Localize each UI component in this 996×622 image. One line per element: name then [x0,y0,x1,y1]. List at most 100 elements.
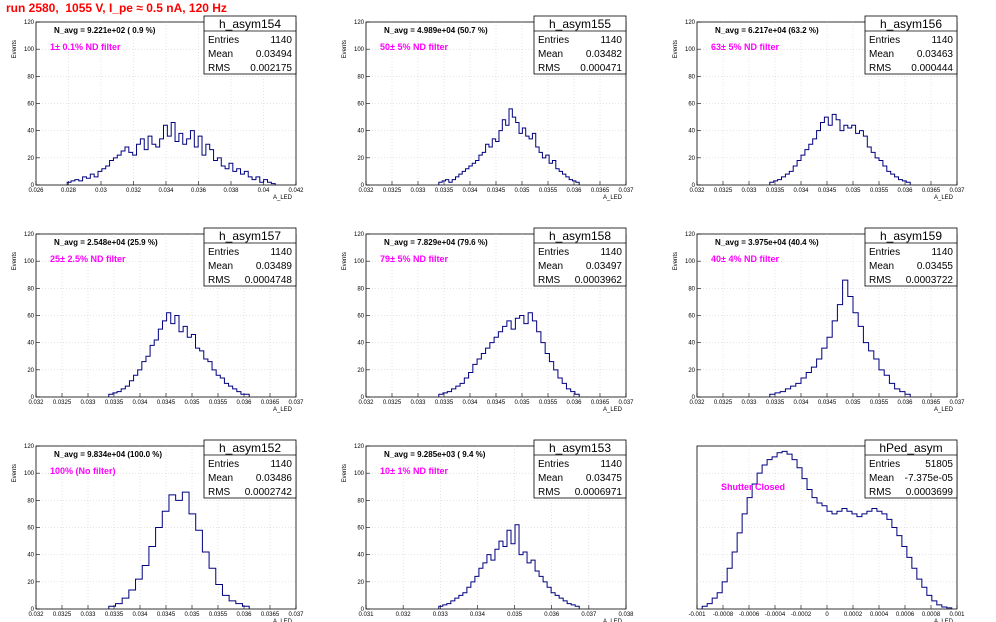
h_asym158-stats-value: 1140 [600,247,622,258]
h_asym155-xtick-label: 0.033 [410,188,426,194]
h_asym154-stats-name: h_asym154 [219,17,281,31]
h_asym158-stats-name: h_asym158 [549,229,611,243]
h_asym156-stats-label: Mean [869,49,894,60]
h_asym156-stats-value: 1140 [931,35,953,46]
h_asym152-stats-box [203,439,297,499]
h_asym159-xtick-label: 0.033 [741,400,757,406]
h_asym158-xtick-label: 0.0355 [539,400,558,406]
hPed_asym-xtick-label: 0 [825,612,829,618]
h_asym156-xtick-label: 0.033 [741,188,757,194]
h_asym157-histogram [108,312,250,397]
h_asym154-ytick-label: 40 [27,129,34,135]
h_asym153-histogram [438,524,580,609]
h_asym154-filter-label: 1± 0.1% ND filter [50,42,121,52]
h_asym159-ytick-label: 100 [685,259,696,265]
h_asym153-ytick-label: 40 [357,553,364,559]
h_asym158-xlabel: A_LED [603,407,623,413]
h_asym159-ytick-label: 60 [688,314,695,320]
hPed_asym-stats-label: Entries [869,459,900,470]
h_asym154-ytick-label: 80 [27,74,34,80]
hPed_asym-xtick-label: -0.0004 [765,612,786,618]
h_asym158-navg-label: N_avg = 7.829e+04 (79.6 %) [384,238,488,247]
h_asym155-stats-name: h_asym155 [549,17,611,31]
h_asym152-xtick-label: 0.032 [28,612,44,618]
h_asym157-stats-name: h_asym157 [219,229,281,243]
hPed_asym-xtick-label: 0.0006 [896,612,915,618]
h_asym158-xtick-label: 0.032 [358,400,374,406]
h_asym156-stats-value: 0.03463 [917,49,954,60]
h_asym159-xlabel: A_LED [934,407,954,413]
h_asym154-xtick-label: 0.036 [191,188,207,194]
h_asym158-stats-label: Entries [538,247,569,258]
h_asym159-xtick-label: 0.032 [689,400,705,406]
h_asym157-ylabel: Events [12,252,18,270]
h_asym156-xtick-label: 0.0355 [870,188,889,194]
h_asym152-stats-label: Mean [208,473,233,484]
h_asym159-xtick-label: 0.035 [845,400,861,406]
h_asym153-xtick-label: 0.035 [507,612,523,618]
h_asym154-stats-value: 1140 [270,35,292,46]
h_asym155-xtick-label: 0.0335 [435,188,454,194]
h_asym159-stats-value: 1140 [931,247,953,258]
h_asym152-filter-label: 100% (No filter) [50,466,116,476]
h_asym157-xtick-label: 0.032 [28,400,44,406]
h_asym157-ytick-label: 40 [27,341,34,347]
h_asym156-xtick-label: 0.034 [793,188,809,194]
h_asym155-stats-label: Mean [538,49,563,60]
h_asym152-xtick-label: 0.037 [288,612,304,618]
h_asym153-xtick-label: 0.038 [618,612,634,618]
h_asym156-ytick-label: 60 [688,102,695,108]
hPed_asym-stats-label: RMS [869,487,892,498]
h_asym159-xtick-label: 0.0335 [766,400,785,406]
h_asym158-xtick-label: 0.0325 [383,400,402,406]
h_asym153-filter-label: 10± 1% ND filter [380,466,448,476]
hPed_asym-stats-label: Mean [869,473,894,484]
h_asym158-ytick-label: 0 [361,395,365,401]
h_asym153-xtick-label: 0.033 [433,612,449,618]
h_asym156-histogram [769,113,911,185]
h_asym159-stats-label: RMS [869,275,892,286]
hPed_asym-stats-value: -7.375e-05 [905,473,954,484]
hPed_asym-filter-label: Shutter Closed [721,482,785,492]
h_asym155-ytick-label: 120 [354,20,365,26]
h_asym154-xtick-label: 0.038 [223,188,239,194]
h_asym156-xtick-label: 0.0345 [818,188,837,194]
h_asym154-xtick-label: 0.04 [258,188,270,194]
h_asym153-stats-label: RMS [538,487,561,498]
h_asym158-xtick-label: 0.036 [566,400,582,406]
h_asym154-xlabel: A_LED [273,195,293,201]
h_asym157-ytick-label: 60 [27,314,34,320]
h_asym155-stats-label: RMS [538,63,561,74]
h_asym152-stats-value: 0.0002742 [245,487,293,498]
h_asym158-stats-box [533,227,627,287]
h_asym156-xtick-label: 0.036 [897,188,913,194]
hPed_asym-stats-box [864,439,958,499]
h_asym153-navg-label: N_avg = 9.285e+03 ( 9.4 %) [384,450,486,459]
h_asym157-ytick-label: 120 [24,232,35,238]
h_asym154-xtick-label: 0.032 [126,188,142,194]
h_asym158-stats-value: 0.03497 [586,261,623,272]
h_asym153-stats-label: Entries [538,459,569,470]
h_asym157-stats-box [203,227,297,287]
h_asym152-stats-label: RMS [208,487,231,498]
h_asym154-ytick-label: 120 [24,20,35,26]
h_asym155-stats-box [533,15,627,75]
h_asym152-ytick-label: 60 [27,526,34,532]
hPed_asym-xtick-label: 0.0004 [870,612,889,618]
h_asym152-ytick-label: 40 [27,553,34,559]
h_asym157-xtick-label: 0.0365 [261,400,280,406]
h_asym155-ytick-label: 40 [357,129,364,135]
h_asym152-stats-name: h_asym152 [219,441,281,455]
h_asym158-filter-label: 79± 5% ND filter [380,254,448,264]
h_asym153-stats-box [533,439,627,499]
h_asym152-stats-value: 0.03486 [256,473,293,484]
h_asym155-xtick-label: 0.034 [462,188,478,194]
h_asym158-stats-value: 0.0003962 [575,275,623,286]
h_asym155-xtick-label: 0.0355 [539,188,558,194]
h_asym158-xtick-label: 0.0335 [435,400,454,406]
h_asym155-filter-label: 50± 5% ND filter [380,42,448,52]
h_asym155-ylabel: Events [342,40,348,58]
h_asym152-navg-label: N_avg = 9.834e+04 (100.0 %) [54,450,162,459]
h_asym154-stats-label: Entries [208,35,239,46]
h_asym154-stats-label: Mean [208,49,233,60]
